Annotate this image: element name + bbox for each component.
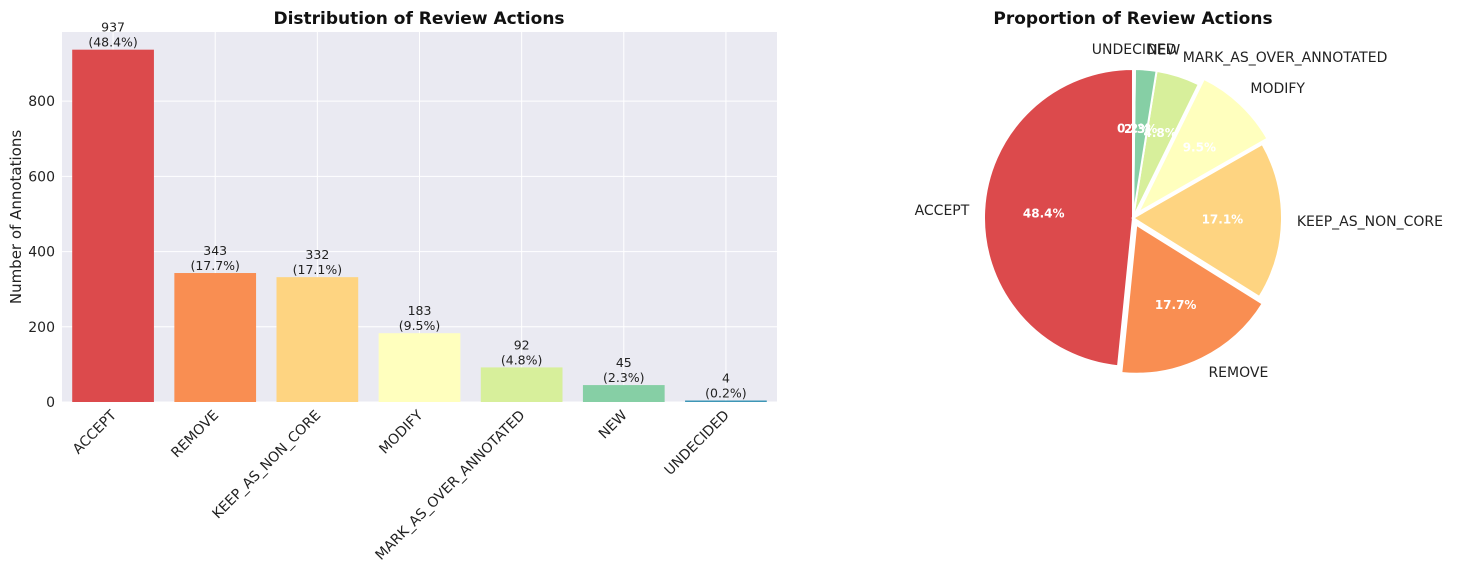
x-tick-modify: MODIFY xyxy=(376,407,426,457)
y-axis-label: Number of Annotations xyxy=(7,130,25,305)
pie-category-labels: ACCEPT REMOVE KEEP_AS_NON_CORE MODIFY MARK_A… xyxy=(915,42,1443,381)
y-tick-400: 400 xyxy=(28,245,55,261)
bar-chart: Distribution of Review Actions 937 (48.4%… xyxy=(7,9,777,564)
pie-label-undecided: UNDECIDED xyxy=(1092,42,1177,58)
bar-mark-as-over-annotated xyxy=(480,367,563,402)
pie-slice-accept xyxy=(983,67,1134,368)
bar-gridlines xyxy=(62,32,777,403)
x-tick-remove: REMOVE xyxy=(168,408,222,462)
bar-remove xyxy=(174,273,257,402)
bar-modify xyxy=(378,333,461,402)
pie-slice-keep-as-non-core xyxy=(1131,142,1283,299)
x-tick-keep-as-non-core: KEEP_AS_NON_CORE xyxy=(210,408,325,523)
bar-new xyxy=(582,385,665,402)
pie-slices xyxy=(983,67,1283,375)
data-label-new: 45 (2.3%) xyxy=(603,355,645,385)
bar-keep-as-non-core xyxy=(276,277,359,402)
pie-percent-remove: 17.7% xyxy=(1155,298,1197,312)
y-tick-600: 600 xyxy=(28,169,55,185)
data-label-keep-as-non-core: 332 (17.1%) xyxy=(293,247,342,277)
pie-slice-modify xyxy=(1135,77,1269,216)
x-tick-new: NEW xyxy=(596,407,631,442)
pie-label-modify: MODIFY xyxy=(1250,81,1305,97)
x-tick-accept: ACCEPT xyxy=(70,407,120,457)
data-label-remove: 343 (17.7%) xyxy=(190,243,239,273)
data-label-mark-as-over-annotated: 92 (4.8%) xyxy=(501,337,543,367)
bar-series xyxy=(72,49,767,403)
bar-accept xyxy=(72,49,154,403)
pie-label-mark-as-over-annotated: MARK_AS_OVER_ANNOTATED xyxy=(1183,50,1388,66)
pie-percent-labels: 48.4% 17.7% 17.1% 9.5% 4.8%2.3%0.2% xyxy=(1023,122,1243,312)
pie-label-remove: REMOVE xyxy=(1208,365,1268,381)
pie-percent-undecided: 0.2% xyxy=(1117,122,1150,136)
pie-slice-remove xyxy=(1120,222,1265,375)
pie-percent-new: 2.3% xyxy=(1124,122,1157,136)
data-label-modify: 183 (9.5%) xyxy=(399,303,441,333)
pie-label-accept: ACCEPT xyxy=(915,203,970,219)
y-tick-labels: 0 200 400 600 800 xyxy=(28,94,55,411)
pie-slice-undecided xyxy=(1132,67,1136,219)
bar-data-labels: 937 (48.4%) 343 (17.7%) 332 (17.1%) 183 (9.5%) 9… xyxy=(88,20,746,401)
y-tick-0: 0 xyxy=(46,395,55,411)
pie-percent-modify: 9.5% xyxy=(1183,140,1216,154)
pie-label-new: NEW xyxy=(1147,43,1180,59)
pie-chart: Proportion of Review Actions 48.4% 17.7% 1… xyxy=(915,9,1443,381)
pie-chart-title: Proportion of Review Actions xyxy=(993,9,1272,29)
y-tick-800: 800 xyxy=(28,94,55,110)
pie-percent-mark-as-over-annotated: 4.8% xyxy=(1143,126,1176,140)
x-tick-undecided: UNDECIDED xyxy=(662,408,733,479)
pie-percent-accept: 48.4% xyxy=(1023,207,1065,221)
pie-percent-keep-as-non-core: 17.1% xyxy=(1202,213,1244,227)
y-tick-200: 200 xyxy=(28,320,55,336)
bar-undecided xyxy=(685,400,767,402)
pie-label-keep-as-non-core: KEEP_AS_NON_CORE xyxy=(1297,214,1443,230)
data-label-undecided: 4 (0.2%) xyxy=(705,370,747,400)
data-label-accept: 937 (48.4%) xyxy=(88,20,137,50)
bar-chart-title: Distribution of Review Actions xyxy=(273,9,564,29)
